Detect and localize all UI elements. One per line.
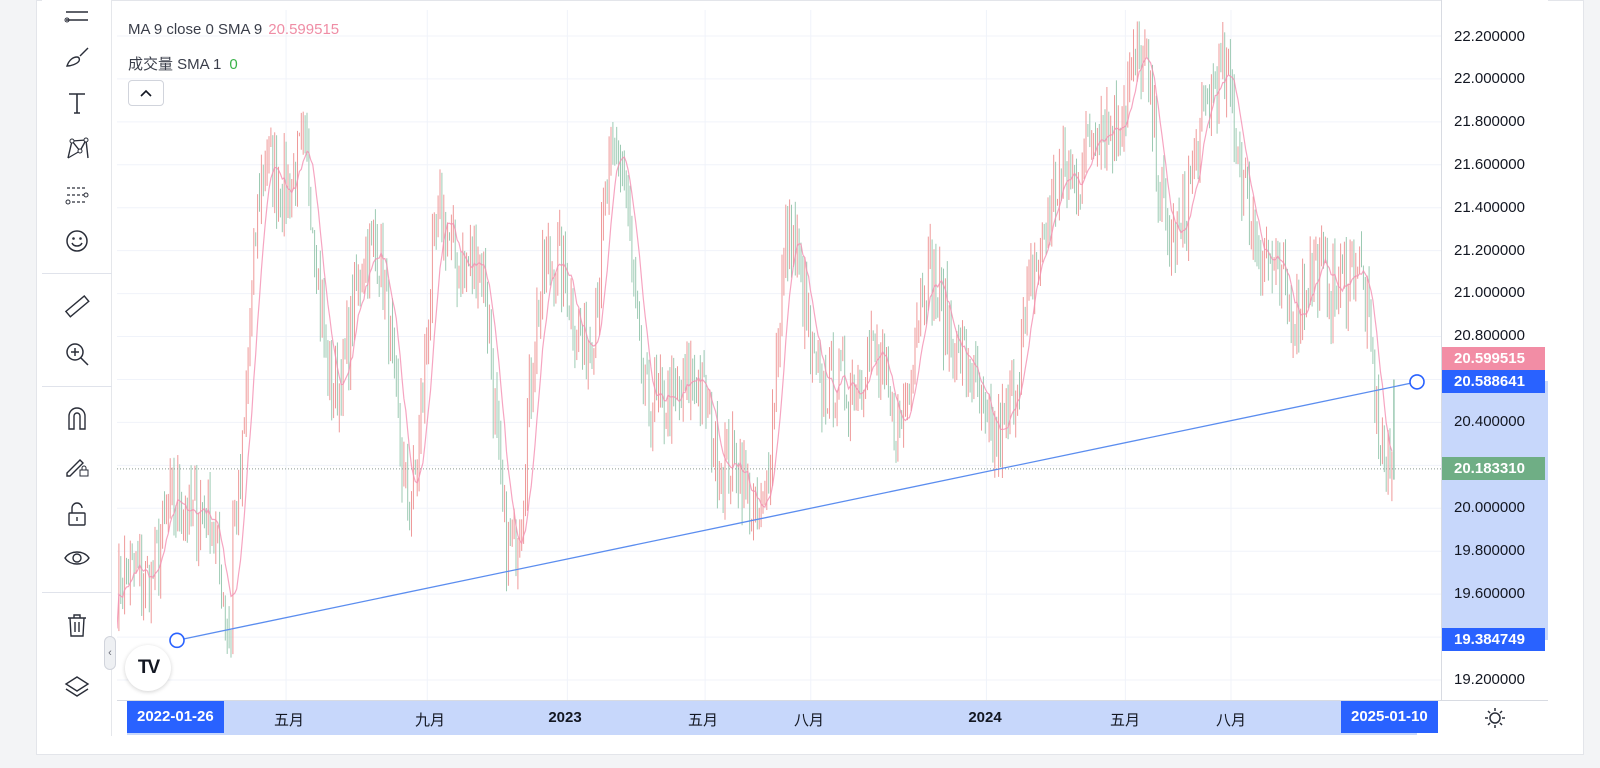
toolbar-divider bbox=[42, 273, 112, 274]
lock-drawing-icon[interactable] bbox=[57, 446, 97, 484]
eye-icon[interactable] bbox=[57, 540, 97, 578]
tradingview-logo[interactable]: TV bbox=[125, 645, 171, 691]
ma-legend-label: MA 9 close 0 SMA 9 bbox=[128, 21, 263, 38]
time-tick: 八月 bbox=[1215, 712, 1247, 729]
time-tick: 五月 bbox=[687, 712, 719, 729]
price-tick: 19.200000 bbox=[1454, 671, 1525, 688]
price-axis[interactable]: 22.200000 22.000000 21.800000 21.600000 … bbox=[1441, 0, 1548, 700]
ma-price-badge: 20.599515 bbox=[1442, 347, 1545, 370]
price-tick: 21.600000 bbox=[1454, 156, 1525, 173]
sun-settings-icon bbox=[1484, 707, 1505, 728]
volume-legend-value: 0 bbox=[229, 56, 238, 73]
unlock-icon[interactable] bbox=[57, 495, 97, 533]
toolbar-divider bbox=[42, 386, 112, 387]
ma-legend[interactable]: MA 9 close 0 SMA 9 20.599515 bbox=[128, 21, 339, 38]
price-tick: 21.400000 bbox=[1454, 199, 1525, 216]
price-tick: 21.800000 bbox=[1454, 113, 1525, 130]
range-end-date-badge: 2025-01-10 bbox=[1341, 701, 1438, 733]
ma-line bbox=[117, 56, 1393, 629]
zoom-in-icon[interactable] bbox=[57, 335, 97, 373]
lines-icon[interactable] bbox=[57, 0, 97, 38]
collapse-toolbar-button[interactable]: ‹ bbox=[104, 636, 116, 670]
price-tick: 20.800000 bbox=[1454, 327, 1525, 344]
time-tick-year: 2023 bbox=[548, 709, 582, 726]
trash-icon[interactable] bbox=[57, 606, 97, 644]
trend-line-start-handle bbox=[169, 632, 185, 649]
price-tick: 20.400000 bbox=[1454, 413, 1525, 430]
price-selection-band bbox=[1442, 381, 1548, 640]
time-tick: 九月 bbox=[414, 712, 446, 729]
ma-legend-value: 20.599515 bbox=[268, 21, 340, 38]
brush-icon[interactable] bbox=[57, 38, 97, 76]
price-tick: 22.000000 bbox=[1454, 70, 1525, 87]
time-tick: 五月 bbox=[273, 712, 305, 729]
toolbar-divider bbox=[42, 592, 112, 593]
price-tick: 19.600000 bbox=[1454, 585, 1525, 602]
text-icon[interactable] bbox=[57, 84, 97, 122]
forecast-icon[interactable] bbox=[57, 176, 97, 214]
price-chart bbox=[117, 10, 1441, 700]
volume-legend[interactable]: 成交量 SMA 1 0 bbox=[128, 53, 238, 74]
trend-end-price-badge: 20.588641 bbox=[1442, 370, 1545, 393]
time-axis[interactable]: 五月 九月 2023 五月 八月 2024 五月 八月 2022-01-26 2… bbox=[117, 700, 1441, 735]
trend-line bbox=[176, 381, 1418, 641]
current-price-badge: 20.183310 bbox=[1442, 457, 1545, 480]
time-tick: 五月 bbox=[1109, 712, 1141, 729]
chart-pane[interactable] bbox=[117, 10, 1441, 700]
ruler-icon[interactable] bbox=[57, 287, 97, 325]
chart-window bbox=[36, 0, 1584, 755]
chevron-up-icon bbox=[140, 89, 152, 97]
drawing-toolbar bbox=[42, 0, 112, 736]
time-selection-band bbox=[127, 701, 1417, 735]
trend-start-price-badge: 19.384749 bbox=[1442, 628, 1545, 651]
volume-legend-label: 成交量 SMA 1 bbox=[128, 56, 222, 73]
price-tick: 19.800000 bbox=[1454, 542, 1525, 559]
trend-line-end-handle bbox=[1409, 374, 1425, 390]
price-tick: 21.200000 bbox=[1454, 242, 1525, 259]
price-tick: 20.000000 bbox=[1454, 499, 1525, 516]
range-start-date-badge: 2022-01-26 bbox=[127, 701, 224, 733]
chart-settings-button[interactable] bbox=[1441, 700, 1548, 734]
price-tick: 22.200000 bbox=[1454, 28, 1525, 45]
time-tick: 八月 bbox=[793, 712, 825, 729]
time-tick-year: 2024 bbox=[968, 709, 1002, 726]
emoji-icon[interactable] bbox=[57, 222, 97, 260]
legend-collapse-button[interactable] bbox=[128, 80, 164, 106]
price-tick: 21.000000 bbox=[1454, 284, 1525, 301]
layers-icon[interactable] bbox=[57, 668, 97, 706]
pattern-icon[interactable] bbox=[57, 130, 97, 168]
magnet-icon[interactable] bbox=[57, 399, 97, 437]
